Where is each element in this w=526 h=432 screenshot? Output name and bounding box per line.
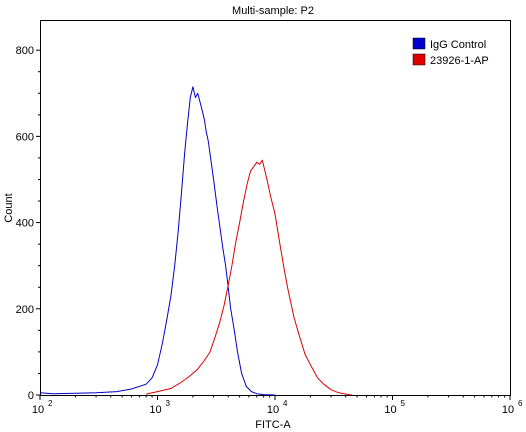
legend-swatch-23926-1-ap bbox=[412, 53, 426, 66]
x-tick-label: 10 bbox=[267, 404, 279, 416]
x-tick-exponent: 2 bbox=[48, 399, 53, 408]
plot-frame bbox=[40, 20, 511, 396]
x-tick-label: 10 bbox=[502, 404, 514, 416]
x-tick-label: 10 bbox=[149, 404, 161, 416]
series-line-23926-1-ap bbox=[145, 159, 352, 396]
legend-label-igg-control: IgG Control bbox=[430, 39, 486, 51]
x-tick-label: 10 bbox=[384, 404, 396, 416]
x-axis-ticks: 10 2 10 3 10 4 10 5 10 6 bbox=[32, 395, 523, 416]
legend-label-23926-1-ap: 23926-1-AP bbox=[430, 55, 489, 67]
legend-swatch-igg-control bbox=[412, 37, 426, 50]
y-axis-ticks: 0 200 400 600 800 bbox=[16, 45, 40, 402]
y-tick-label: 200 bbox=[16, 304, 34, 316]
y-tick-label: 0 bbox=[28, 390, 34, 402]
y-axis-label: Count bbox=[3, 193, 15, 222]
series-layer bbox=[39, 86, 352, 396]
x-tick-exponent: 5 bbox=[401, 399, 406, 408]
chart-title: Multi-sample: P2 bbox=[232, 5, 314, 17]
y-tick-label: 600 bbox=[16, 131, 34, 143]
x-tick-exponent: 3 bbox=[166, 399, 171, 408]
legend: IgG Control 23926-1-AP bbox=[412, 37, 489, 67]
x-tick-exponent: 4 bbox=[283, 399, 288, 408]
x-tick-exponent: 6 bbox=[518, 399, 523, 408]
y-tick-label: 800 bbox=[16, 45, 34, 57]
x-tick-label: 10 bbox=[32, 404, 44, 416]
y-tick-label: 400 bbox=[16, 218, 34, 230]
series-line-igg-control bbox=[39, 86, 276, 396]
x-axis-label: FITC-A bbox=[255, 419, 291, 431]
